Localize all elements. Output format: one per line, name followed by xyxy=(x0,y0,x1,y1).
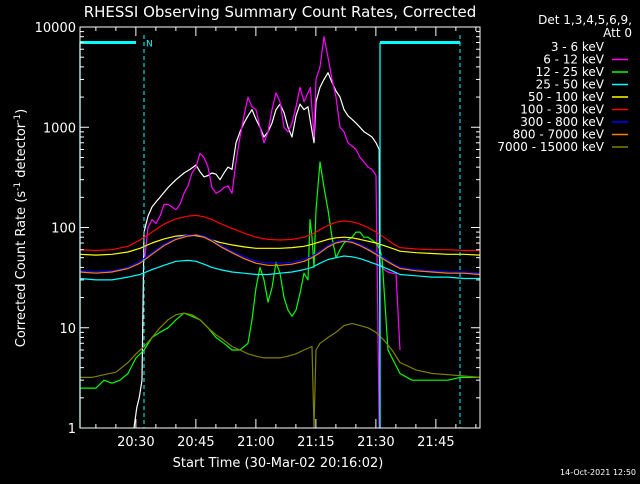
series-line-1 xyxy=(133,72,381,429)
legend-label-7: 300 - 800 keV xyxy=(520,115,604,129)
legend-header-detectors: Det 1,3,4,5,6,9, xyxy=(538,13,632,27)
legend-label-6: 100 - 300 keV xyxy=(520,103,604,117)
series-line-2 xyxy=(144,36,401,429)
legend-label-9: 7000 - 15000 keV xyxy=(497,140,604,154)
legend-label-8: 800 - 7000 keV xyxy=(513,128,605,142)
y-axis-label: Corrected Count Rate (s-1 detector-1) xyxy=(13,109,29,347)
series-line-7 xyxy=(79,234,481,274)
x-tick-label: 20:30 xyxy=(117,435,154,450)
x-tick-label: 21:00 xyxy=(237,435,274,450)
y-tick-label: 1 xyxy=(68,422,76,437)
x-tick-label: 21:30 xyxy=(357,435,394,450)
annotation-1: N xyxy=(146,40,153,50)
x-axis-label: Start Time (30-Mar-02 20:16:02) xyxy=(173,456,384,471)
y-tick-label: 10000 xyxy=(35,21,76,36)
x-tick-label: 21:45 xyxy=(417,435,454,450)
legend-label-2: 6 - 12 keV xyxy=(543,53,605,67)
y-tick-label: 10 xyxy=(59,322,76,337)
series-line-6 xyxy=(79,214,480,252)
legend-label-3: 12 - 25 keV xyxy=(536,65,605,79)
x-tick-label: 20:45 xyxy=(177,435,214,450)
legend-header-attenuator: Att 0 xyxy=(603,26,632,40)
chart-title: RHESSI Observing Summary Count Rates, Co… xyxy=(84,3,477,21)
legend-label-5: 50 - 100 keV xyxy=(528,90,605,104)
y-tick-label: 1000 xyxy=(43,121,76,136)
y-tick-label: 100 xyxy=(51,222,76,237)
legend-label-1: 3 - 6 keV xyxy=(551,40,605,54)
legend-label-4: 25 - 50 keV xyxy=(536,78,605,92)
x-tick-label: 21:15 xyxy=(297,435,334,450)
date-stamp: 14-Oct-2021 12:50 xyxy=(560,468,636,477)
series-line-4 xyxy=(79,255,480,281)
series-line-5 xyxy=(79,234,481,256)
series-line-8 xyxy=(79,234,481,276)
